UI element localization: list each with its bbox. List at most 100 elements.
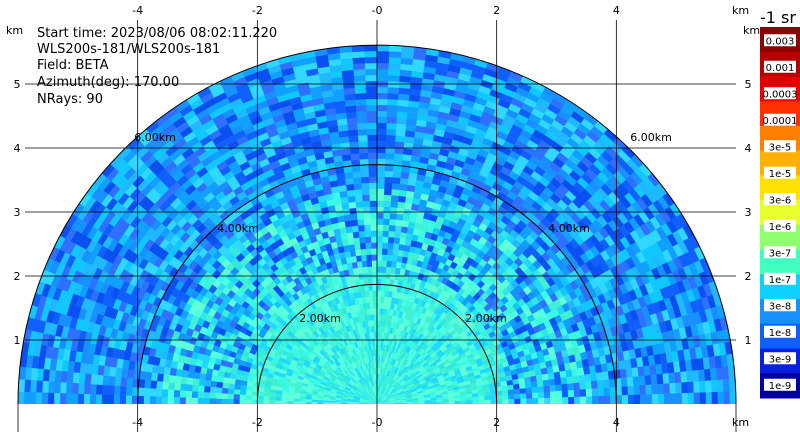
range-gate — [352, 231, 360, 239]
range-gate — [53, 392, 61, 405]
range-gate — [370, 218, 378, 225]
range-gate — [368, 176, 378, 183]
range-gate — [368, 158, 378, 166]
range-gate — [269, 396, 276, 401]
range-gate — [215, 398, 222, 405]
range-gate — [125, 395, 133, 405]
range-gate — [386, 254, 393, 262]
range-gate — [257, 395, 264, 401]
range-gate — [216, 381, 224, 388]
range-gate — [353, 176, 362, 185]
range-gate — [371, 332, 375, 339]
range-gate — [263, 395, 270, 401]
range-gate — [359, 236, 366, 244]
range-gate — [215, 386, 223, 394]
range-gate — [346, 189, 356, 197]
range-gate — [387, 248, 394, 256]
range-gate — [386, 128, 397, 136]
range-gate — [83, 393, 91, 405]
range-gate — [113, 385, 121, 396]
range-gate — [65, 392, 73, 405]
range-gate — [191, 397, 198, 405]
range-gate — [376, 62, 390, 70]
range-gate — [233, 398, 240, 405]
range-gate — [179, 383, 187, 391]
range-gate — [357, 128, 368, 136]
range-gate — [365, 296, 371, 304]
range-gate — [373, 296, 378, 303]
range-gate — [355, 200, 364, 208]
range-gate — [360, 176, 370, 184]
range-gate — [215, 392, 223, 399]
range-gate — [361, 260, 368, 268]
range-gate — [394, 225, 403, 233]
range-gate — [384, 176, 394, 184]
range-gate — [365, 242, 372, 250]
range-gate — [376, 248, 383, 255]
range-gate — [398, 195, 407, 203]
range-gate — [173, 389, 181, 398]
range-gate — [155, 388, 163, 397]
range-gate — [384, 170, 394, 178]
range-gate — [369, 182, 378, 189]
range-gate — [245, 399, 252, 405]
range-gate — [376, 86, 389, 94]
range-gate — [385, 152, 395, 160]
range-gate — [392, 176, 401, 185]
range-gate — [372, 290, 378, 297]
range-gate — [376, 182, 385, 189]
range-gate — [385, 266, 392, 274]
range-gate — [275, 400, 282, 405]
range-gate — [348, 201, 357, 209]
range-gate — [383, 194, 392, 202]
range-gate — [382, 236, 389, 244]
range-gate — [370, 212, 378, 219]
range-gate — [358, 224, 366, 232]
range-gate — [95, 393, 103, 405]
range-gate — [395, 129, 406, 137]
range-gate — [383, 218, 391, 226]
range-gate — [388, 50, 402, 59]
range-gate — [359, 158, 369, 166]
range-gate — [376, 164, 386, 171]
range-gate — [359, 278, 365, 286]
range-gate — [347, 195, 356, 203]
range-gate — [368, 152, 378, 160]
range-gate — [66, 371, 74, 383]
range-gate — [355, 249, 362, 257]
range-gate — [344, 171, 354, 180]
range-gate — [392, 249, 399, 257]
range-gate — [358, 230, 366, 238]
range-gate — [355, 98, 367, 106]
range-gate — [162, 373, 170, 383]
range-gate — [364, 224, 372, 232]
range-gate — [119, 394, 127, 405]
range-gate — [400, 171, 410, 180]
range-gate — [155, 396, 162, 405]
range-gate — [368, 284, 374, 291]
range-gate — [245, 390, 253, 396]
range-gate — [387, 104, 399, 112]
range-gate — [131, 395, 139, 405]
range-gate — [203, 397, 210, 405]
range-gate — [366, 116, 378, 124]
range-gate — [53, 381, 61, 394]
range-gate — [382, 224, 390, 232]
range-gate — [356, 260, 363, 268]
range-gate — [227, 388, 235, 395]
range-gate — [363, 278, 369, 286]
range-gate — [179, 390, 187, 398]
range-gate — [233, 388, 241, 395]
range-gate — [362, 266, 369, 274]
range-gate — [352, 56, 366, 64]
range-gate — [191, 384, 199, 392]
range-gate — [367, 134, 378, 142]
range-gate — [383, 212, 391, 220]
range-gate — [369, 188, 378, 195]
range-gate — [386, 110, 398, 118]
range-gate — [376, 68, 389, 76]
range-gate — [137, 395, 144, 405]
range-gate — [269, 400, 276, 405]
range-gate — [386, 260, 393, 268]
range-gate — [368, 164, 378, 171]
